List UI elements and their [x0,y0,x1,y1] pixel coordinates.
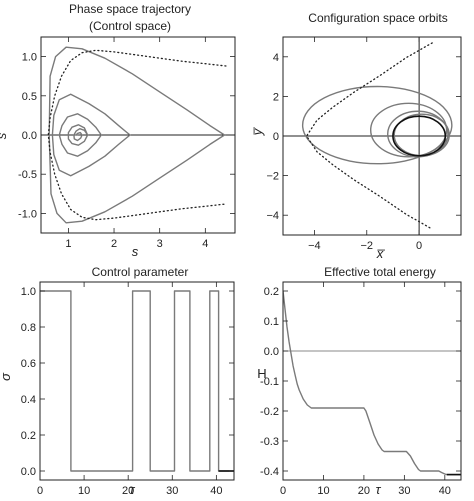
orbits-title: Configuration space orbits [308,11,447,25]
orbits-ylabel: y̅ [250,127,265,136]
phase-title-line2: (Control space) [89,19,171,33]
energy-ytick-label: -0.1 [260,376,279,388]
orbits-ytick-label: −2 [266,171,279,183]
phase-ytick-label: 1.0 [22,52,37,64]
energy-ytick-label: 0.1 [264,316,279,328]
control-xtick-label: 40 [210,485,222,497]
phase-space-panel: Phase space trajectory (Control space) s… [0,2,236,259]
energy-ytick-label: -0.2 [260,406,279,418]
phase-series-2 [58,113,103,157]
energy-ytick-label: -0.3 [260,436,279,448]
phase-ytick-label: -0.5 [18,169,37,181]
energy-xtick-label: 0 [280,485,286,497]
orbits-xtick-label: −2 [360,240,373,252]
control-ytick-label: 1.0 [21,286,36,298]
orbits-series-0 [301,85,453,165]
phase-ytick-label: 0.0 [22,130,37,142]
phase-xlabel: s [132,244,139,259]
energy-title: Effective total energy [324,265,436,279]
orbits-xtick-label: −4 [308,240,321,252]
control-ytick-label: 0.8 [21,322,36,334]
phase-series-0 [48,46,226,224]
phase-series-4 [47,49,227,221]
energy-series-0 [283,290,461,476]
control-xtick-label: 30 [166,485,178,497]
energy-xtick-label: 20 [358,485,370,497]
energy-xtick-label: 40 [439,485,451,497]
orbits-series-2 [387,110,449,158]
energy-plot-area [283,290,461,476]
energy-ytick-label: 0.2 [264,286,279,298]
phase-title-line1: Phase space trajectory [69,2,191,16]
orbits-ytick-label: 0 [273,131,279,143]
control-plot-area [40,290,234,472]
configuration-orbits-panel: Configuration space orbits x̅ y̅ −4 −2 0 −4… [250,11,462,261]
orbits-ytick-label: 2 [273,91,279,103]
energy-xlabel: τ [376,482,382,497]
phase-xtick-label: 4 [202,238,208,250]
orbits-plot-area [283,37,461,235]
control-series-0 [40,290,234,472]
phase-xtick-label: 2 [111,238,117,250]
control-frame [39,281,235,481]
phase-series-3 [67,124,89,146]
orbits-series-4 [392,115,447,157]
phase-xtick-label: 1 [65,238,71,250]
energy-ytick-label: 0.0 [264,346,279,358]
control-title: Control parameter [92,265,189,279]
orbits-xtick-label: 0 [416,240,422,252]
control-xtick-label: 20 [122,485,134,497]
energy-xtick-label: 30 [398,485,410,497]
orbits-xlabel: x̅ [376,246,385,261]
control-ytick-label: 0.0 [21,466,36,478]
energy-xtick-label: 10 [317,485,329,497]
control-ylabel: σ [0,372,13,381]
control-parameter-panel: Control parameter τ σ 0 10 20 30 40 0.0 0.2 0.4… [0,265,235,497]
energy-panel: Effective total energy τ H 0 10 20 30 40 -0.4… [257,265,462,497]
control-ytick-label: 0.2 [21,430,36,442]
orbits-series-1 [369,102,448,158]
phase-ylabel: ṡ [0,132,9,139]
orbits-ytick-label: −4 [266,210,279,222]
phase-xtick-label: 3 [157,238,163,250]
energy-ylabel: H [257,366,266,381]
control-xtick-label: 10 [78,485,90,497]
control-xlabel: τ [130,482,136,497]
phase-ytick-label: 0.5 [22,91,37,103]
energy-ytick-label: -0.4 [260,466,279,478]
energy-frame [282,281,462,481]
phase-plot-area [41,46,235,224]
control-ytick-label: 0.4 [21,394,36,406]
phase-series-1 [51,93,131,177]
phase-ytick-label: -1.0 [18,208,37,220]
control-xtick-label: 0 [37,485,43,497]
control-ytick-label: 0.6 [21,358,36,370]
orbits-ytick-label: 4 [273,52,279,64]
